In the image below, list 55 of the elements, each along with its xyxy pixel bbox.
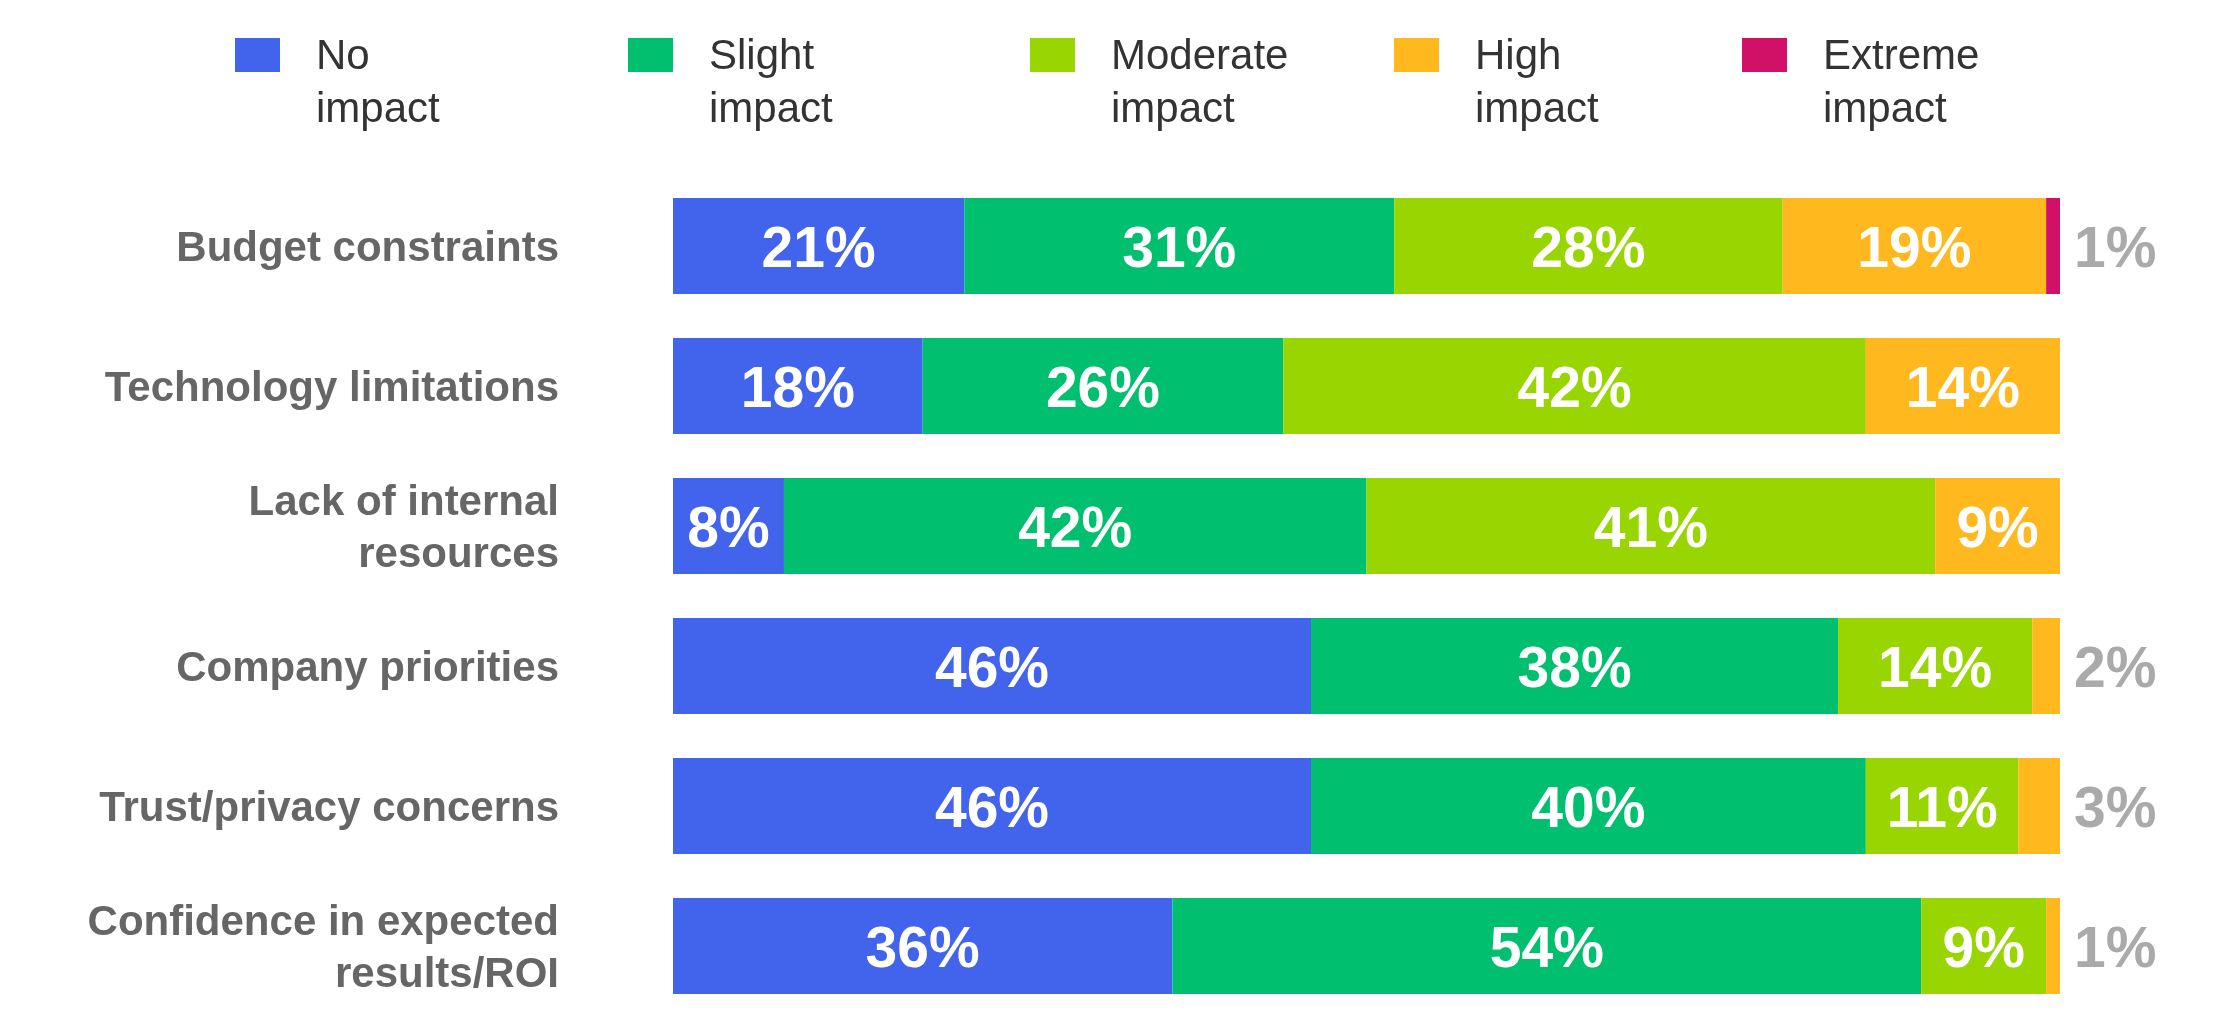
- data-label: 1%: [2074, 214, 2157, 279]
- bar: [1172, 898, 1922, 994]
- data-label: 2%: [2074, 634, 2157, 699]
- data-label: 46%: [934, 634, 1050, 699]
- legend-label: Slight impact: [709, 31, 834, 132]
- data-label: 8%: [687, 494, 770, 559]
- y-tick-label: Trust/privacy concerns: [99, 783, 559, 831]
- legend-label: Moderate impact: [1111, 31, 1289, 132]
- data-label: 40%: [1531, 774, 1646, 839]
- data-label: 14%: [1905, 354, 2020, 419]
- bar: [673, 758, 1312, 854]
- bar: [1782, 198, 2047, 294]
- data-label: 41%: [1593, 494, 1708, 559]
- y-tick-label: Company priorities: [176, 643, 559, 691]
- data-label: 54%: [1489, 914, 1604, 979]
- bar: [783, 478, 1367, 574]
- bar: [2046, 198, 2060, 294]
- bar: [1311, 758, 1866, 854]
- data-label: 42%: [1517, 354, 1632, 419]
- y-tick-label: Technology limitations: [104, 363, 559, 411]
- data-label: 18%: [740, 354, 855, 419]
- bar: [1283, 338, 1866, 434]
- data-label: 14%: [1878, 634, 1993, 699]
- data-label: 42%: [1018, 494, 1133, 559]
- data-label: 28%: [1531, 214, 1646, 279]
- bar: [2046, 898, 2060, 994]
- data-label: 26%: [1045, 354, 1161, 419]
- y-tick-label: Lack of internal resources: [248, 477, 559, 577]
- data-label: 36%: [865, 914, 980, 979]
- data-label: 9%: [1942, 914, 2025, 979]
- data-label: 21%: [761, 214, 876, 279]
- bar: [673, 338, 923, 434]
- legend-label: No impact: [316, 31, 441, 132]
- bar: [1311, 618, 1839, 714]
- bar: [1394, 198, 1783, 294]
- y-tick-label: Confidence in expected results/ROI: [87, 897, 559, 997]
- bar: [922, 338, 1284, 434]
- data-label: 11%: [1886, 774, 1998, 839]
- bar: [964, 198, 1395, 294]
- data-label: 38%: [1517, 634, 1632, 699]
- legend-label: High impact: [1475, 31, 1600, 132]
- bar: [673, 198, 965, 294]
- legend-label: Extreme impact: [1823, 31, 1980, 132]
- data-label: 31%: [1122, 214, 1237, 279]
- bar: [673, 898, 1173, 994]
- data-label: 19%: [1857, 214, 1972, 279]
- bar: [1366, 478, 1936, 574]
- data-label: 9%: [1956, 494, 2039, 559]
- data-label: 46%: [934, 774, 1050, 839]
- y-tick-label: Budget constraints: [176, 223, 559, 271]
- data-label: 1%: [2074, 914, 2157, 979]
- bar: [2018, 758, 2060, 854]
- data-label: 3%: [2074, 774, 2157, 839]
- bar: [673, 618, 1312, 714]
- bar: [2032, 618, 2060, 714]
